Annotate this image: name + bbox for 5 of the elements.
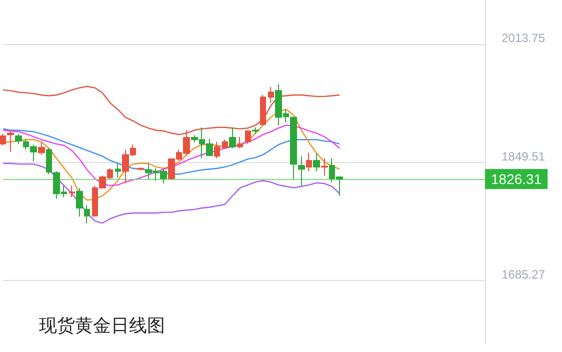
y-tick-label: 1685.27 bbox=[502, 267, 546, 282]
ref-line-label: 1826.31 bbox=[491, 170, 542, 187]
y-tick-label: 1849.51 bbox=[502, 149, 546, 164]
y-tick-label: 2013.75 bbox=[502, 31, 546, 46]
text: 现货黄金日线图 bbox=[39, 316, 165, 336]
